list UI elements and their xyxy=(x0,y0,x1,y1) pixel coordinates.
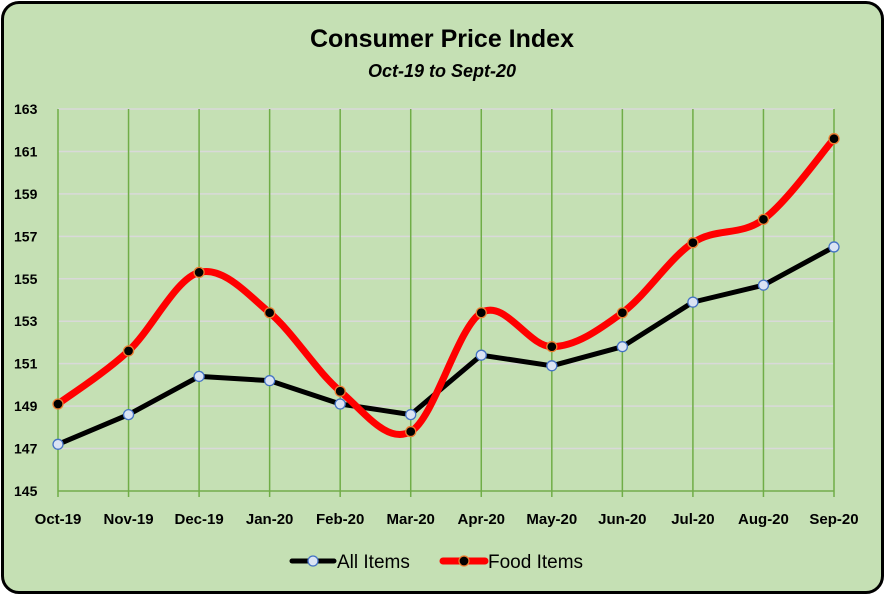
data-point xyxy=(405,408,417,421)
data-point xyxy=(546,341,558,353)
y-tick-label: 149 xyxy=(14,398,38,414)
legend-label: Food Items xyxy=(488,552,583,573)
data-point xyxy=(828,133,840,145)
x-tick-label: Aug-20 xyxy=(738,511,789,528)
y-tick-label: 145 xyxy=(14,483,38,499)
data-point xyxy=(122,345,135,357)
x-tick-label: Mar-20 xyxy=(387,511,435,528)
x-tick-label: Feb-20 xyxy=(316,511,364,528)
data-point xyxy=(757,213,770,226)
data-point xyxy=(405,425,417,438)
x-tick-label: Apr-20 xyxy=(458,511,506,528)
data-point xyxy=(52,398,64,410)
legend-label: All Items xyxy=(337,552,410,573)
data-point xyxy=(757,279,770,291)
y-tick-label: 161 xyxy=(14,143,38,159)
data-point xyxy=(687,296,699,308)
data-point xyxy=(687,237,699,249)
legend-marker xyxy=(458,555,470,567)
data-point xyxy=(616,307,629,319)
data-point xyxy=(828,241,840,253)
y-tick-label: 155 xyxy=(14,271,38,287)
x-tick-label: Sep-20 xyxy=(809,511,858,528)
legend-marker xyxy=(307,555,319,567)
y-tick-label: 153 xyxy=(14,313,38,329)
x-tick-label: Oct-19 xyxy=(35,511,82,528)
data-point xyxy=(193,370,205,383)
data-point xyxy=(616,341,629,353)
y-tick-label: 147 xyxy=(14,441,38,457)
y-tick-label: 159 xyxy=(14,186,38,202)
x-tick-label: Jun-20 xyxy=(598,511,646,528)
y-tick-label: 163 xyxy=(14,101,38,117)
x-tick-label: Jul-20 xyxy=(671,511,714,528)
data-point xyxy=(52,438,64,450)
data-point xyxy=(263,307,276,319)
data-point xyxy=(334,398,346,410)
data-point xyxy=(263,374,276,387)
data-point xyxy=(334,385,346,397)
data-point xyxy=(193,266,205,279)
data-point xyxy=(475,349,487,361)
series-line-0 xyxy=(55,244,837,447)
y-tick-label: 157 xyxy=(14,228,38,244)
x-tick-label: Nov-19 xyxy=(104,511,154,528)
x-tick-label: May-20 xyxy=(526,511,577,528)
data-point xyxy=(546,360,558,372)
y-tick-label: 151 xyxy=(14,356,38,372)
chart-title: Consumer Price Index xyxy=(310,25,574,53)
x-tick-label: Dec-19 xyxy=(174,511,223,528)
chart-subtitle: Oct-19 to Sept-20 xyxy=(368,61,516,81)
x-tick-label: Jan-20 xyxy=(246,511,294,528)
data-point xyxy=(122,408,135,421)
data-point xyxy=(475,307,487,319)
